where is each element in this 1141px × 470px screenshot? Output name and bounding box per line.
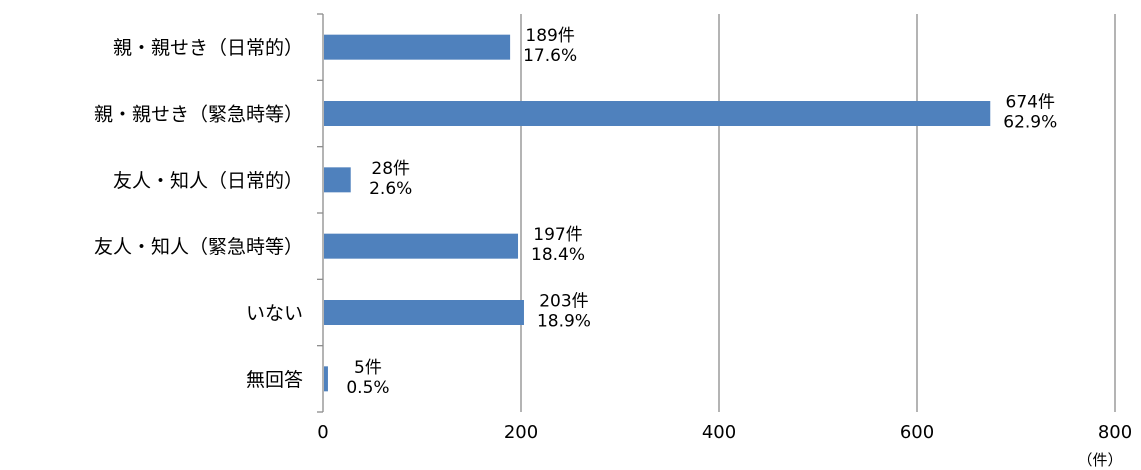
category-label-1: 親・親せき（日常的）	[113, 37, 303, 59]
x-tick-label-400: 400	[702, 422, 736, 443]
category-label-6: 無回答	[246, 369, 303, 391]
category-label-3: 友人・知人（日常的）	[113, 170, 303, 192]
data-label-count-1: 189件	[525, 26, 574, 46]
data-label-count-3: 28件	[371, 159, 410, 179]
bar-4	[324, 233, 519, 259]
data-label-count-2: 674件	[1006, 93, 1055, 113]
data-label-count-5: 203件	[539, 292, 588, 312]
x-tick-label-600: 600	[900, 422, 934, 443]
category-label-4: 友人・知人（緊急時等）	[94, 236, 303, 258]
x-axis-unit-label: （件）	[1077, 451, 1122, 469]
gridlines	[520, 14, 1116, 412]
data-label-percent-4: 18.4%	[531, 245, 585, 265]
bars	[324, 34, 991, 392]
category-label-5: いない	[246, 303, 303, 325]
bar-6	[324, 366, 328, 392]
axes	[317, 13, 324, 413]
bar-5	[324, 300, 524, 325]
data-label-count-6: 5件	[354, 358, 382, 378]
x-tick-label-0: 0	[317, 422, 328, 443]
bar-1	[324, 34, 511, 60]
x-tick-label-200: 200	[504, 422, 538, 443]
data-label-percent-2: 62.9%	[1003, 113, 1057, 133]
data-label-count-4: 197件	[533, 225, 582, 245]
data-label-percent-6: 0.5%	[346, 378, 389, 398]
x-tick-label-800: 800	[1098, 422, 1132, 443]
data-label-percent-1: 17.6%	[523, 46, 577, 66]
data-label-percent-5: 18.9%	[537, 312, 591, 332]
bar-2	[324, 101, 991, 126]
data-label-percent-3: 2.6%	[369, 179, 412, 199]
category-label-2: 親・親せき（緊急時等）	[94, 104, 303, 126]
bar-3	[324, 167, 351, 193]
